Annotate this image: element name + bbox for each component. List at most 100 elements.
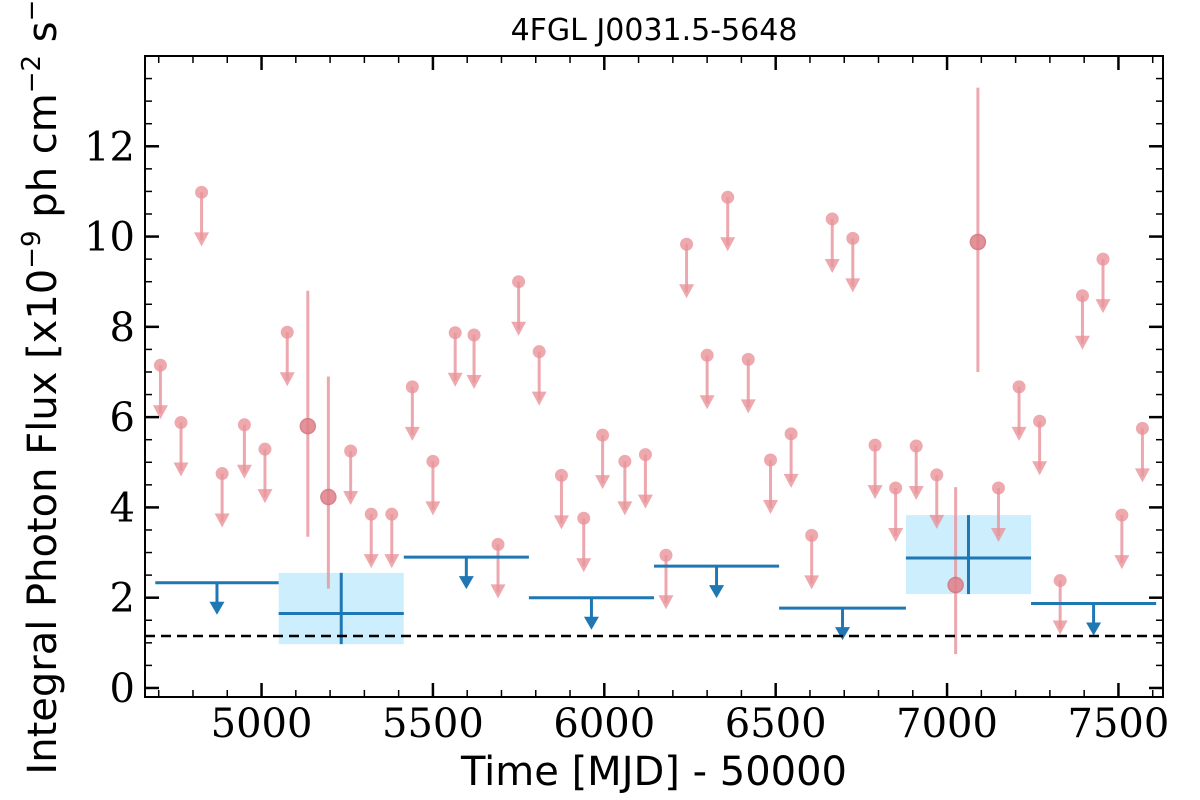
short-bin-upper-limit-6 xyxy=(279,325,295,387)
short-bin-detection-0 xyxy=(299,290,317,537)
short-bin-upper-limit-40 xyxy=(1074,289,1090,350)
chart-title: 4FGL J0031.5-5648 xyxy=(511,13,798,48)
short-bin-upper-limit-arrow-26 xyxy=(740,399,756,414)
short-bin-upper-limit-arrow-19 xyxy=(595,475,611,490)
short-bin-upper-limit-arrow-17 xyxy=(553,515,569,530)
short-bin-upper-limit-marker-17 xyxy=(554,468,568,482)
short-bin-detection-marker-0 xyxy=(299,417,317,435)
short-bin-upper-limit-marker-25 xyxy=(721,190,735,204)
short-bin-upper-limit-marker-19 xyxy=(596,428,610,442)
short-bin-upper-limit-arrow-30 xyxy=(824,258,840,273)
short-bin-upper-limit-21 xyxy=(637,448,653,509)
short-bin-upper-limit-marker-37 xyxy=(1012,380,1026,394)
short-bin-upper-limit-marker-34 xyxy=(909,439,923,453)
short-bin-upper-limit-arrow-38 xyxy=(1032,461,1048,476)
x-tick-label-2: 6000 xyxy=(553,701,655,747)
short-bin-upper-limit-arrow-5 xyxy=(257,489,273,504)
short-bin-upper-limit-marker-33 xyxy=(889,481,903,495)
short-bin-upper-limit-marker-4 xyxy=(237,418,251,432)
plot-area: 5000 5500 6000 6500 7000 7500 0 2 4 6 8 10 12 xyxy=(84,55,1169,747)
short-bin-upper-limit-10 xyxy=(404,380,420,441)
short-bin-upper-limit-marker-28 xyxy=(784,427,798,441)
short-bin-upper-limit-32 xyxy=(867,438,883,500)
short-bin-upper-limit-13 xyxy=(466,328,482,389)
short-bin-upper-limit-arrow-12 xyxy=(447,372,463,387)
short-bin-upper-limit-31 xyxy=(845,231,861,293)
y-axis-label-exp-2: −2 xyxy=(17,55,47,93)
short-bin-upper-limit-marker-10 xyxy=(405,380,419,394)
short-bin-upper-limit-arrow-13 xyxy=(466,374,482,389)
y-axis-label-exp-1: −9 xyxy=(17,230,47,268)
long-bin-upper-limit-arrow-2 xyxy=(583,616,599,630)
short-bin-upper-limit-arrow-39 xyxy=(1052,620,1068,635)
x-axis-label: Time [MJD] - 50000 xyxy=(460,749,847,795)
short-bin-upper-limit-arrow-7 xyxy=(343,490,359,505)
y-tick-label-1: 2 xyxy=(110,576,135,622)
short-bin-upper-limit-arrow-33 xyxy=(888,527,904,542)
short-bin-upper-limit-27 xyxy=(763,453,779,515)
x-tick-label-3: 6500 xyxy=(725,701,827,747)
short-bin-upper-limit-marker-42 xyxy=(1115,508,1129,522)
short-bin-upper-limit-arrow-28 xyxy=(783,473,799,488)
short-bin-upper-limit-arrow-9 xyxy=(384,554,400,569)
y-tick-label-5: 10 xyxy=(84,215,135,261)
short-bin-upper-limit-1 xyxy=(173,416,189,477)
plot-frame xyxy=(144,55,1164,698)
short-bin-upper-limit-arrow-37 xyxy=(1011,426,1027,441)
short-bin-upper-limit-34 xyxy=(908,439,924,501)
y-axis-label: Integral Photon Flux [x10−9 ph cm−2 s−1] xyxy=(17,0,66,775)
short-bin-upper-limit-arrow-41 xyxy=(1095,299,1111,314)
x-tick-label-0: 5000 xyxy=(211,701,313,747)
short-bin-detection-marker-1 xyxy=(320,488,337,506)
short-bin-upper-limit-marker-12 xyxy=(448,326,462,340)
short-bin-upper-limit-arrow-43 xyxy=(1134,468,1150,483)
long-bin-upper-limit-5 xyxy=(1031,602,1157,636)
y-tick-label-2: 4 xyxy=(110,485,135,531)
long-bin-upper-limit-0 xyxy=(155,581,279,615)
short-bin-upper-limit-marker-22 xyxy=(659,548,673,562)
short-bin-upper-limit-marker-29 xyxy=(805,528,819,542)
short-bin-upper-limit-arrow-6 xyxy=(279,372,295,387)
short-bin-upper-limit-16 xyxy=(531,345,547,406)
short-bin-upper-limit-arrow-35 xyxy=(929,514,945,529)
short-bin-upper-limit-36 xyxy=(990,481,1006,542)
short-bin-upper-limit-arrow-15 xyxy=(511,321,527,336)
short-bin-upper-limit-19 xyxy=(595,428,611,490)
short-bin-upper-limit-7 xyxy=(343,444,359,505)
short-bin-upper-limit-42 xyxy=(1114,508,1130,570)
short-bin-upper-limit-arrow-24 xyxy=(699,395,715,410)
short-bin-upper-limit-arrow-31 xyxy=(845,278,861,293)
short-bin-upper-limit-marker-39 xyxy=(1053,574,1067,588)
short-bin-upper-limit-arrow-16 xyxy=(531,391,547,406)
short-bin-upper-limit-arrow-2 xyxy=(194,232,210,247)
short-bin-upper-limit-marker-2 xyxy=(195,185,209,199)
short-bin-upper-limit-28 xyxy=(783,427,799,488)
short-bin-upper-limit-24 xyxy=(699,348,715,410)
long-bin-upper-limit-2 xyxy=(528,596,654,630)
long-bin-upper-limit-1 xyxy=(403,555,529,590)
short-bin-upper-limit-marker-43 xyxy=(1135,421,1149,435)
short-bin-upper-limit-marker-11 xyxy=(426,454,440,468)
short-bin-upper-limit-marker-7 xyxy=(344,444,358,458)
short-bin-upper-limit-arrow-34 xyxy=(908,486,924,501)
short-bin-upper-limit-22 xyxy=(658,548,674,610)
x-tick-label-4: 7000 xyxy=(896,701,998,747)
long-bin-upper-limit-arrow-1 xyxy=(458,576,474,590)
short-bin-upper-limit-marker-24 xyxy=(700,348,714,362)
long-bin-upper-limit-4 xyxy=(779,606,906,641)
short-bin-upper-limit-5 xyxy=(257,442,273,504)
long-bin-detection-1 xyxy=(905,515,1032,595)
y-axis-label-main: Integral Photon Flux [x10 xyxy=(20,269,66,775)
short-bin-upper-limit-43 xyxy=(1134,421,1150,483)
short-bin-upper-limit-9 xyxy=(384,507,400,569)
short-bin-upper-limit-marker-13 xyxy=(467,328,481,342)
short-bin-upper-limit-marker-23 xyxy=(680,237,694,251)
short-bin-upper-limit-18 xyxy=(576,511,592,573)
short-bin-upper-limit-arrow-21 xyxy=(637,494,653,509)
short-bin-upper-limit-marker-26 xyxy=(741,352,755,366)
short-bin-upper-limit-26 xyxy=(740,352,756,414)
short-bin-upper-limit-37 xyxy=(1011,380,1027,441)
y-tick-label-3: 6 xyxy=(110,395,135,441)
long-bin-upper-limit-3 xyxy=(654,564,780,599)
short-bin-upper-limit-41 xyxy=(1095,252,1111,314)
